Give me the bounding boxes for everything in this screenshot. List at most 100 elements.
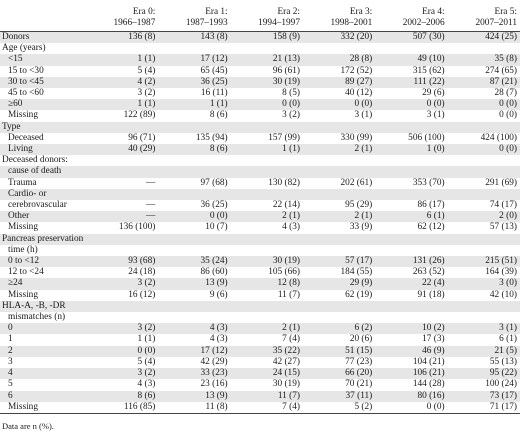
table-cell: 7 (4) [230,401,303,414]
table-cell: 202 (61) [340,177,373,188]
table-cell [86,166,159,178]
table-cell: 55 (13) [489,356,517,367]
table-cell: 6 (1) [375,211,448,223]
table-row: 45 to <60 3 (2) 16 (11) 8 (5) 40 (12) 29 (6) 2… [0,88,520,99]
table-cell: 158 (9) [230,31,303,44]
table-cell: 11 (7) [230,390,303,402]
table-cell: 274 (65) [485,65,517,76]
table-cell: 17 (12) [158,54,231,66]
table-cell: 57 (17) [302,256,376,268]
table-cell: 16 (11) [200,88,228,99]
table-cell: 36 (25) [200,200,228,211]
table-cell: 13 (9) [158,278,231,290]
era-name: Era 4: [422,7,445,17]
table-cell: 131 (26) [375,256,448,268]
table-cell [158,233,231,245]
table-cell: 73 (17) [447,390,520,402]
table-cell [448,155,520,166]
table-cell [375,155,447,166]
table-cell: 5 (2) [302,401,376,414]
table-cell: 46 (9) [375,345,448,357]
table-cell [86,312,158,323]
table-cell: 0 (0) [302,99,376,111]
table-cell [303,155,375,166]
table-cell [303,312,375,323]
table-cell: 3 (2) [282,110,300,121]
table-row: Missing 16 (12) 9 (6) 11 (7) 62 (19) 91 (18) 4… [0,290,520,301]
table-cell [230,300,303,313]
table-cell: — [86,211,159,223]
table-cell [303,245,375,256]
table-cell [303,43,375,54]
row-label: ≥24 [0,278,87,290]
table-cell: 21 (5) [447,345,520,357]
row-label: Living [0,144,87,156]
table-cell [158,166,231,178]
table-cell [447,300,520,313]
table-cell: 23 (16) [200,379,228,390]
table-cell: 2 (1) [302,211,376,223]
table-row: Donors 136 (8) 143 (8) 158 (9) 332 (20) 507 (… [0,31,520,44]
table-cell: 70 (21) [345,379,373,390]
table-row: Missing 136 (100) 10 (7) 4 (3) 33 (9) 62 (12)… [0,222,520,233]
table-cell: 7 (4) [282,334,300,345]
table-cell: 4 (3) [282,222,300,233]
table-cell: 353 (70) [412,177,445,188]
table-cell: 116 (85) [86,401,159,414]
era-column-header: Era 5: 2007–2011 [447,0,520,32]
table-cell: 30 (19) [230,76,303,89]
table-cell [230,233,303,245]
era-years: 1994–1997 [258,18,300,28]
table-cell [231,312,303,323]
era-column-header: Era 4: 2002–2006 [375,0,448,32]
table-cell [302,233,376,245]
table-cell: 424 (100) [480,132,517,143]
row-label: Other [0,211,87,223]
row-label: 0 [0,323,87,335]
era-column-header: Era 1: 1987–1993 [158,0,231,32]
table-row: Missing 122 (89) 8 (6) 3 (2) 3 (1) 3 (1) 0 (0) [0,110,520,121]
table-cell [158,188,231,201]
table-cell [158,245,230,256]
table-cell: 40 (29) [86,144,159,156]
table-cell: 1 (1) [86,99,159,111]
table-cell [230,188,303,201]
table-cell [448,245,520,256]
table-row: cerebrovascular — 36 (25) 22 (14) 95 (29) 86 … [0,200,520,211]
table-cell: 1 (0) [375,144,448,156]
table-cell: 0 (0) [375,401,448,414]
table-cell [86,188,159,201]
era-name: Era 5: [494,7,517,17]
table-cell: 96 (71) [128,132,156,143]
header-row: Era 0: 1966–1987 Era 1: 1987–1993 Era 2: 1994… [0,0,520,32]
table-row: Deceased donors: [0,155,520,166]
table-cell [230,121,303,133]
table-cell: 143 (8) [158,31,231,44]
table-cell: 12 (8) [230,278,303,290]
table-cell: 29 (9) [302,278,376,290]
table-cell: 8 (6) [158,144,231,156]
table-cell [448,43,520,54]
table-cell: 4 (3) [209,334,228,345]
table-cell: 3 (2) [86,278,159,290]
table-cell: 10 (2) [375,323,448,335]
table-cell: 24 (15) [230,368,303,380]
era-column-header: Era 2: 1994–1997 [230,0,303,32]
row-label: cause of death [0,166,87,178]
table-cell: 13 (9) [158,390,231,402]
table-cell: — [146,177,156,188]
row-label: 2 [0,345,87,357]
table-cell: 95 (29) [345,200,373,211]
table-cell [447,166,520,178]
row-label: time (h) [8,244,38,255]
table-cell: 97 (68) [200,177,228,188]
table-cell [375,233,448,245]
table-cell: 2 (1) [230,323,303,335]
table-cell: 93 (68) [86,256,159,268]
table-cell: 106 (21) [375,368,448,380]
donor-characteristics-table: Era 0: 1966–1987 Era 1: 1987–1993 Era 2: 1994… [0,0,520,414]
table-cell: 144 (28) [412,379,445,390]
table-cell: 66 (20) [302,368,376,380]
table-cell [230,166,303,178]
table-cell: 3 (0) [447,278,520,290]
